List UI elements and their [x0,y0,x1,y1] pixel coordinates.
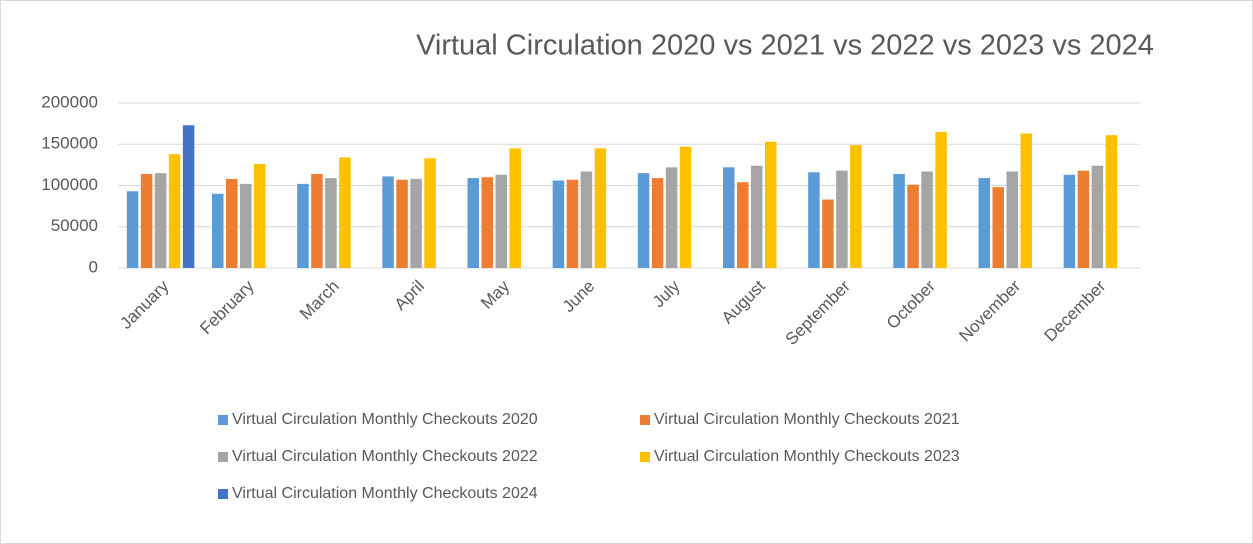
bar [495,174,507,268]
bar [154,173,167,268]
bar [396,179,408,268]
bar [1105,135,1118,268]
y-tick-label: 0 [89,257,98,276]
bar [751,165,763,268]
bar [836,170,848,268]
legend-label: Virtual Circulation Monthly Checkouts 20… [232,485,538,502]
bar [481,177,493,268]
bar [339,157,351,268]
bar [1091,165,1104,268]
y-tick-label: 150000 [41,134,98,153]
bar [182,125,195,269]
bar [168,154,181,268]
bar [1063,174,1076,268]
bar [765,141,777,268]
bar [382,176,394,268]
bar [822,199,834,268]
bar [240,183,252,268]
bar [893,173,905,268]
bar [212,193,224,268]
bar [424,158,436,268]
bar [580,171,593,268]
bar [1077,170,1090,268]
bar [651,178,664,268]
bar [594,148,607,268]
chart-title: Virtual Circulation 2020 vs 2021 vs 2022… [416,30,1154,62]
bar [467,178,479,268]
bar [737,182,749,268]
bar [850,145,862,268]
bar [992,187,1004,268]
bar [311,173,323,268]
bar [978,178,990,268]
bar [254,164,266,268]
bar [1006,171,1018,268]
legend-swatch [218,452,228,462]
bar [808,172,820,268]
legend-label: Virtual Circulation Monthly Checkouts 20… [232,411,538,428]
legend-label: Virtual Circulation Monthly Checkouts 20… [654,411,960,428]
bar [637,173,650,268]
legend-swatch [640,415,650,425]
y-tick-label: 50000 [51,216,98,235]
bar [140,173,153,268]
bar [1020,133,1032,268]
bar [921,171,933,268]
legend-label: Virtual Circulation Monthly Checkouts 20… [654,448,960,465]
bar [935,131,947,268]
y-tick-label: 100000 [41,175,98,194]
bar [665,167,678,268]
bar [566,179,579,268]
bar [126,191,139,268]
bar [410,178,422,268]
legend-swatch [640,452,650,462]
bar [907,184,919,268]
legend-swatch [218,415,228,425]
bar [297,183,309,268]
bar [679,146,692,268]
bar [552,180,565,268]
y-tick-label: 200000 [41,92,98,111]
bar [226,178,238,268]
bar [325,178,337,268]
legend-label: Virtual Circulation Monthly Checkouts 20… [232,448,538,465]
bar [723,167,735,268]
legend-swatch [218,489,228,499]
bar [509,148,521,268]
